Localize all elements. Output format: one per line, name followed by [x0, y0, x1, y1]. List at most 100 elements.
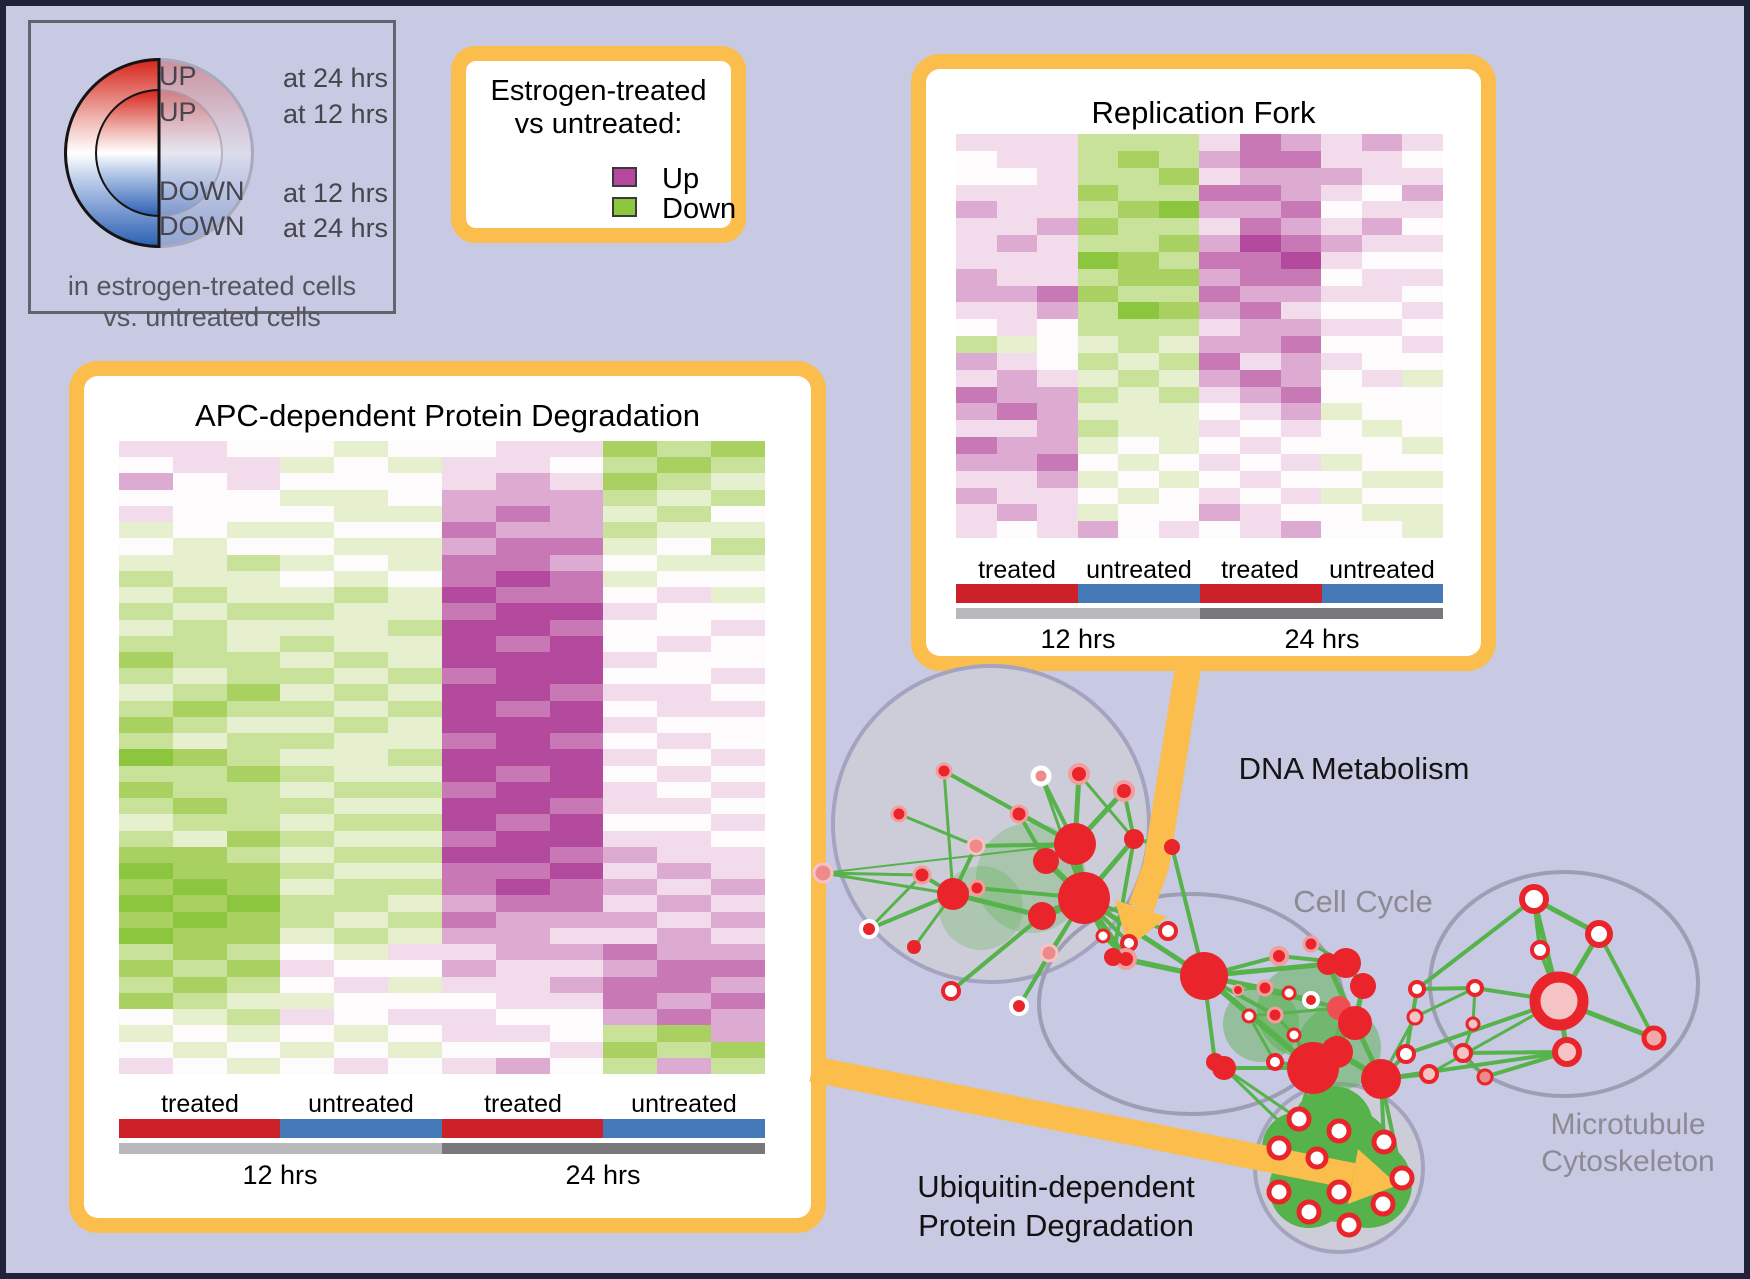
- heatmap-cell: [388, 684, 442, 701]
- heatmap-cell: [603, 846, 658, 863]
- heatmap-cell: [549, 652, 604, 669]
- heatmap-cell: [711, 652, 765, 669]
- heatmap-cell: [711, 992, 765, 1010]
- network-edge: [822, 871, 923, 877]
- heatmap-cell: [119, 441, 173, 458]
- heatmap-cell: [172, 1057, 227, 1074]
- network-node: [1286, 1027, 1302, 1043]
- heatmap-cell: [1240, 167, 1281, 185]
- heatmap-cell: [1321, 336, 1362, 353]
- heatmap-cell: [1118, 369, 1159, 387]
- heatmap-cell: [1361, 352, 1403, 370]
- heatmap-cell: [1321, 150, 1362, 168]
- heatmap-cell: [1280, 218, 1322, 235]
- heatmap-cell: [280, 635, 335, 652]
- heatmap-cell: [280, 798, 335, 815]
- network-node: [1350, 973, 1376, 999]
- heatmap-cell: [280, 522, 335, 539]
- heatmap-cell: [549, 668, 604, 685]
- heatmap-cell: [441, 879, 496, 896]
- heatmap-cell: [657, 570, 712, 588]
- heatmap-cell: [1077, 336, 1119, 353]
- network-edge: [822, 843, 1076, 874]
- heatmap-cell: [549, 879, 604, 896]
- heatmap-cell: [996, 487, 1038, 505]
- heatmap-cell: [1321, 285, 1362, 303]
- heatmap-cell: [657, 846, 712, 863]
- heatmap-cell: [388, 798, 442, 815]
- heatmap-cell: [657, 652, 712, 669]
- heatmap-cell: [334, 570, 389, 588]
- heatmap-cell: [495, 554, 550, 571]
- heatmap-cell: [603, 505, 658, 523]
- heatmap-cell: [603, 992, 658, 1010]
- network-node: [1266, 1179, 1292, 1205]
- heatmap-cell: [549, 798, 604, 815]
- heatmap-cell: [334, 457, 389, 474]
- heatmap-cell: [1280, 134, 1322, 151]
- heatmap-cell: [956, 235, 997, 252]
- heatmap-cell: [495, 992, 550, 1010]
- heatmap-cell: [711, 684, 765, 701]
- heatmap-cell: [956, 437, 997, 454]
- network-node: [1232, 984, 1244, 996]
- heatmap-cell: [1077, 369, 1119, 387]
- heatmap-cell: [1077, 386, 1119, 404]
- heatmap-cell: [172, 554, 227, 571]
- heatmap-cell: [226, 441, 281, 458]
- heatmap-cell: [334, 814, 389, 831]
- heatmap-cell: [280, 927, 335, 945]
- heatmap-cell: [172, 1009, 227, 1026]
- heatmap-cell: [280, 992, 335, 1010]
- heatmap-cell: [711, 976, 765, 993]
- heatmap-cell: [226, 976, 281, 993]
- heatmap-cell: [1199, 352, 1241, 370]
- heatmap-cell: [1077, 184, 1119, 202]
- heatmap-cell: [226, 814, 281, 831]
- heatmap-cell: [441, 505, 496, 523]
- heatmap-cell: [603, 684, 658, 701]
- heatmap-cell: [1037, 218, 1078, 235]
- heatmap-cell: [172, 457, 227, 474]
- heatmap-cell: [1077, 403, 1119, 421]
- heatmap-cell: [226, 863, 281, 880]
- heatmap-cell: [1037, 369, 1078, 387]
- heatmap-cell: [334, 441, 389, 458]
- heatmap-cell: [226, 538, 281, 555]
- heatmap-cell: [388, 830, 442, 847]
- heatmap-cell: [388, 765, 442, 782]
- heatmap-cell: [172, 1041, 227, 1058]
- heatmap-cell: [1118, 285, 1159, 303]
- heatmap-cell: [1402, 184, 1443, 202]
- heatmap-cell: [280, 765, 335, 782]
- heatmap-cell: [1240, 386, 1281, 404]
- heatmap-cell: [1321, 184, 1362, 202]
- network-node: [912, 865, 932, 885]
- heatmap-cell: [1158, 251, 1200, 269]
- heatmap-cell: [172, 798, 227, 815]
- heatmap-cell: [549, 960, 604, 977]
- heatmap-cell: [1280, 487, 1322, 505]
- heatmap-cell: [711, 1057, 765, 1074]
- heatmap-cell: [1321, 470, 1362, 488]
- heatmap-cell: [388, 863, 442, 880]
- heatmap-cell: [996, 336, 1038, 353]
- heatmap-cell: [172, 570, 227, 588]
- heatmap-cell: [549, 749, 604, 766]
- heatmap-cell: [1077, 251, 1119, 269]
- heatmap-cell: [495, 1057, 550, 1074]
- network-node: [1286, 1106, 1312, 1132]
- heatmap-cell: [996, 201, 1038, 219]
- heatmap-cell: [1280, 251, 1322, 269]
- heatmap-cell: [1077, 218, 1119, 235]
- heatmap-cell: [1280, 420, 1322, 437]
- heatmap-cell: [603, 716, 658, 734]
- heatmap-cell: [1158, 386, 1200, 404]
- heatmap-cell: [956, 285, 997, 303]
- network-node: [1028, 902, 1056, 930]
- heatmap-cell: [1037, 487, 1078, 505]
- network-node: [1039, 943, 1059, 963]
- heatmap-cell: [1037, 437, 1078, 454]
- heatmap-cell: [549, 830, 604, 847]
- heatmap-cell: [956, 184, 997, 202]
